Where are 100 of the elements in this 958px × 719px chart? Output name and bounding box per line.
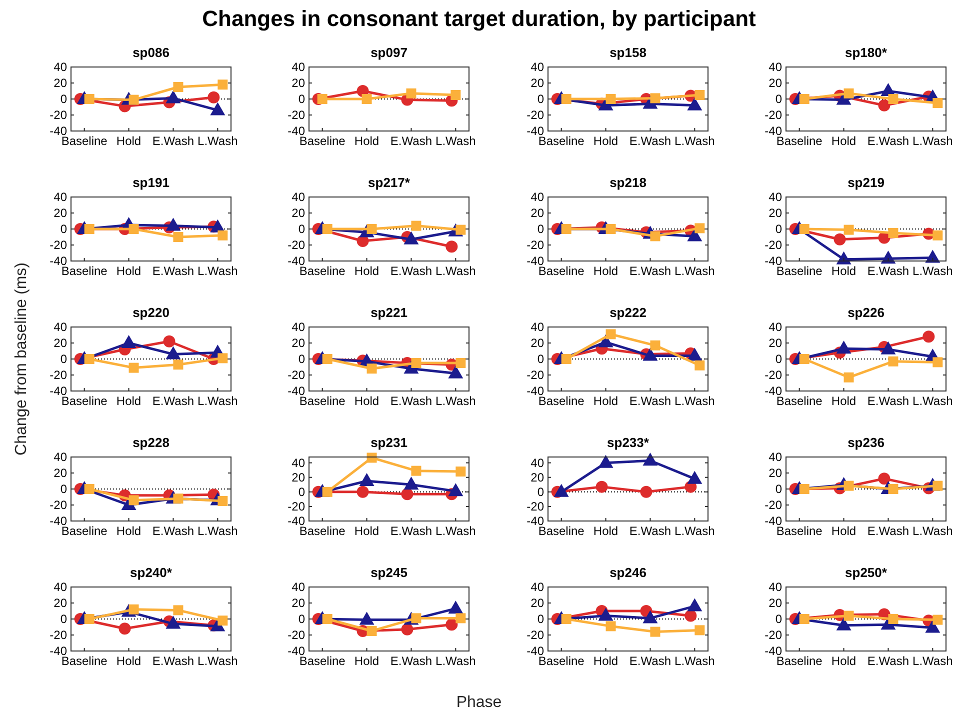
x-tick-label: Baseline <box>538 264 585 278</box>
chart-title: sp191 <box>132 175 170 190</box>
y-tick-label: 40 <box>530 580 544 594</box>
chart-title: sp158 <box>610 45 646 60</box>
y-tick-label: -20 <box>288 628 306 642</box>
x-tick-label: Hold <box>116 524 142 538</box>
y-tick-label: -20 <box>50 368 68 382</box>
y-tick-label: 40 <box>292 320 306 334</box>
x-tick-label: L.Wash <box>912 134 953 148</box>
y-tick-label: 0 <box>298 485 306 500</box>
x-tick-label: Hold <box>116 134 142 148</box>
chart-title: sp250* <box>845 565 888 580</box>
x-tick-label: Hold <box>354 394 380 408</box>
x-tick-label: Baseline <box>299 394 346 408</box>
chart-title: sp217* <box>368 175 411 190</box>
y-tick-label: 20 <box>54 76 68 90</box>
y-tick-label: 40 <box>54 580 68 594</box>
x-tick-label: E.Wash <box>629 264 672 278</box>
x-tick-label: L.Wash <box>912 654 953 668</box>
x-tick-label: Hold <box>354 524 380 538</box>
y-tick-label: 0 <box>775 352 782 366</box>
y-tick-label: -20 <box>50 108 68 122</box>
x-tick-label: Baseline <box>538 394 585 408</box>
x-tick-label: Hold <box>354 264 380 278</box>
y-tick-label: -20 <box>526 108 544 122</box>
x-tick-label: Hold <box>593 524 618 538</box>
chart-title: sp086 <box>132 45 170 60</box>
y-tick-label: 20 <box>530 596 544 610</box>
chart-title: sp226 <box>848 305 884 320</box>
y-tick-label: 0 <box>775 222 782 236</box>
x-tick-label: Baseline <box>538 524 585 538</box>
x-tick-label: Hold <box>593 134 618 148</box>
y-tick-label: -20 <box>764 628 782 642</box>
x-tick-label: E.Wash <box>867 394 910 408</box>
chart-title: sp097 <box>370 45 408 60</box>
x-tick-label: L.Wash <box>436 524 476 538</box>
y-tick-label: 40 <box>54 60 68 74</box>
y-axis-title: Change from baseline (ms) <box>13 262 30 456</box>
x-tick-label: E.Wash <box>390 264 432 278</box>
chart-title: sp180* <box>845 45 888 60</box>
y-tick-label: 0 <box>298 352 306 366</box>
chart-title: sp231 <box>370 435 408 450</box>
y-tick-label: 40 <box>54 190 68 204</box>
y-tick-label: 20 <box>54 466 68 480</box>
x-tick-label: E.Wash <box>629 524 672 538</box>
x-tick-label: L.Wash <box>436 394 476 408</box>
x-tick-label: Hold <box>354 134 380 148</box>
y-tick-label: 0 <box>60 612 68 626</box>
y-tick-label: 0 <box>298 222 306 236</box>
x-tick-label: L.Wash <box>198 264 238 278</box>
x-tick-label: E.Wash <box>152 654 194 668</box>
y-tick-label: -20 <box>288 108 306 122</box>
y-tick-label: 40 <box>530 60 544 74</box>
x-tick-label: L.Wash <box>674 524 715 538</box>
y-tick-label: 20 <box>292 470 306 485</box>
x-tick-label: E.Wash <box>867 264 910 278</box>
x-tick-label: E.Wash <box>152 264 194 278</box>
x-tick-label: Hold <box>593 654 618 668</box>
y-tick-label: 40 <box>768 580 782 594</box>
x-tick-label: Hold <box>116 264 142 278</box>
y-tick-label: 0 <box>537 485 544 500</box>
x-tick-label: L.Wash <box>674 264 715 278</box>
x-tick-label: Hold <box>831 264 856 278</box>
x-tick-label: E.Wash <box>629 654 672 668</box>
chart-title: sp218 <box>610 175 646 190</box>
y-tick-label: -20 <box>50 498 68 512</box>
y-tick-label: -20 <box>764 108 782 122</box>
y-tick-label: -20 <box>288 368 306 382</box>
y-tick-label: -20 <box>764 368 782 382</box>
y-tick-label: 40 <box>292 580 306 594</box>
y-tick-label: 40 <box>768 190 782 204</box>
y-tick-label: -20 <box>526 238 544 252</box>
x-tick-label: Hold <box>831 134 856 148</box>
x-tick-label: Hold <box>593 264 618 278</box>
y-tick-label: 20 <box>530 76 544 90</box>
x-tick-label: E.Wash <box>867 134 910 148</box>
x-tick-label: L.Wash <box>198 654 238 668</box>
x-tick-label: Hold <box>831 524 856 538</box>
x-tick-label: E.Wash <box>390 394 432 408</box>
x-tick-label: L.Wash <box>912 524 953 538</box>
x-tick-label: Baseline <box>776 394 823 408</box>
y-tick-label: 20 <box>768 596 782 610</box>
x-tick-label: E.Wash <box>152 394 194 408</box>
y-tick-label: -20 <box>526 500 544 514</box>
x-tick-label: L.Wash <box>674 394 715 408</box>
y-tick-label: 20 <box>768 336 782 350</box>
x-tick-label: Baseline <box>61 264 108 278</box>
x-tick-label: E.Wash <box>390 654 432 668</box>
x-tick-label: Hold <box>116 394 142 408</box>
chart-title: sp245 <box>370 565 408 580</box>
x-tick-label: Baseline <box>61 654 108 668</box>
y-tick-label: -20 <box>288 500 306 514</box>
y-tick-label: 40 <box>530 456 544 470</box>
y-tick-label: 40 <box>768 320 782 334</box>
x-tick-label: Hold <box>116 654 142 668</box>
chart-title: sp240* <box>130 565 173 580</box>
x-tick-label: Hold <box>593 394 618 408</box>
y-tick-label: 40 <box>54 450 68 464</box>
y-tick-label: 20 <box>54 206 68 220</box>
y-tick-label: 20 <box>530 336 544 350</box>
